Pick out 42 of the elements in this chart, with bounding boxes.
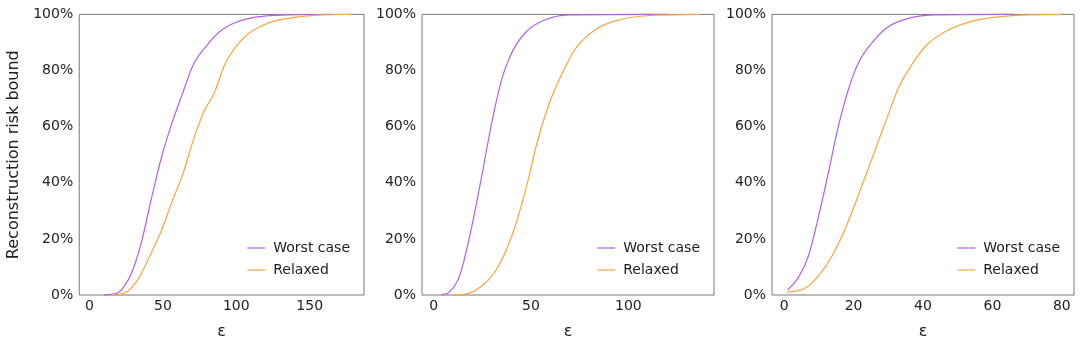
y-tick-label: 60% <box>42 117 74 134</box>
legend-label: Relaxed <box>983 260 1039 277</box>
y-tick-label: 20% <box>734 229 767 246</box>
y-tick-label: 100% <box>375 5 417 22</box>
y-tick-label: 100% <box>725 5 767 22</box>
x-tick-label: 150 <box>296 297 324 314</box>
legend-label: Relaxed <box>273 260 329 277</box>
x-tick-label: 80 <box>1052 297 1071 314</box>
x-tick-label: 100 <box>614 297 642 314</box>
y-tick-label: 40% <box>42 173 74 190</box>
y-tick-label: 40% <box>734 173 767 190</box>
x-tick-label: 50 <box>522 297 540 314</box>
y-tick-label: 20% <box>384 229 417 246</box>
y-tick-label: 80% <box>384 61 417 78</box>
y-tick-label: 0% <box>393 285 417 302</box>
legend-label: Worst case <box>623 238 700 255</box>
x-tick-label: 20 <box>844 297 863 314</box>
x-tick-label: 0 <box>779 297 789 314</box>
y-tick-label: 0% <box>743 285 767 302</box>
y-tick-label: 80% <box>42 61 74 78</box>
x-axis-title: ε <box>563 320 573 340</box>
y-tick-label: 100% <box>33 5 74 22</box>
y-tick-label: 20% <box>42 229 74 246</box>
legend-label: Worst case <box>983 238 1060 255</box>
legend-label: Worst case <box>273 238 350 255</box>
y-tick-label: 60% <box>384 117 417 134</box>
y-axis-title: Reconstruction risk bound <box>2 50 22 260</box>
y-tick-label: 40% <box>384 173 417 190</box>
y-tick-label: 80% <box>734 61 767 78</box>
x-tick-label: 0 <box>85 297 94 314</box>
x-tick-label: 50 <box>153 297 172 314</box>
legend-label: Relaxed <box>623 260 679 277</box>
x-tick-label: 100 <box>222 297 250 314</box>
line-series <box>787 13 1063 293</box>
y-tick-label: 0% <box>51 285 74 302</box>
x-axis-title: ε <box>918 320 928 340</box>
line-series <box>452 13 701 296</box>
x-axis-title: ε <box>217 320 226 340</box>
x-tick-label: 60 <box>983 297 1002 314</box>
y-tick-label: 60% <box>734 117 767 134</box>
x-tick-label: 40 <box>914 297 932 314</box>
x-tick-label: 0 <box>429 297 439 314</box>
